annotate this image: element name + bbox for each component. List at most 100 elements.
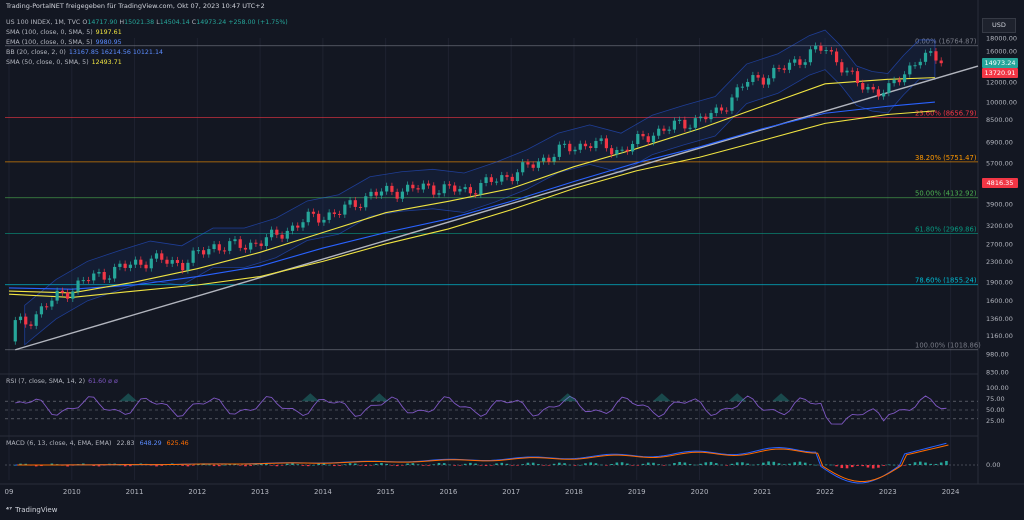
currency-button[interactable]: USD [982,18,1016,33]
candle-body [34,314,38,326]
macd-histogram-bar [704,462,708,465]
macd-histogram-bar [97,465,101,467]
candle-body [45,306,49,308]
candle [636,130,640,148]
macd-histogram-bar [254,464,258,465]
candle [902,71,907,86]
macd-histogram-bar [856,465,859,466]
candle-body [243,247,248,250]
macd-histogram-bar [814,464,817,466]
rsi-overbought-fill [301,393,320,402]
indicator-legend-ema100[interactable]: EMA (100, close, 0, SMA, 5) 9980.95 [6,39,122,46]
candle-body [840,62,844,73]
macd-histogram-bar [908,463,912,465]
candle-body [824,50,828,52]
candle-body [871,86,875,90]
candle [71,288,75,303]
candle-body [808,49,813,63]
macd-histogram-bar [327,464,331,466]
candle [589,142,593,152]
candle [908,62,912,78]
time-axis[interactable]: 09 2010 2011 2012 2013 2014 2015 2016 2017 2018 20… [5,488,961,496]
candle-body [228,241,232,251]
candle-body [610,148,614,155]
macd-histogram-bar [568,464,572,466]
macd-legend[interactable]: MACD (6, 13, close, 4, EMA, EMA) 22.83 6… [6,440,189,447]
candle [829,46,833,55]
candle [882,89,886,100]
candle [154,250,159,262]
candle-body [107,278,112,280]
candle [13,316,17,345]
indicator-legend-sma100[interactable]: SMA (100, close, 0, SMA, 5) 9197.61 [6,29,122,36]
candle [698,113,703,122]
tradingview-logo-icon: ⁴⁷ [6,506,13,514]
macd-histogram-bar [265,463,268,465]
candle-body [113,266,117,279]
time-tick-label: 2010 [63,488,81,496]
candle-body [709,113,713,120]
candle-body [18,316,23,321]
indicator-legend-sma50[interactable]: SMA (50, close, 0, SMA, 5) 12493.71 [6,59,122,66]
candle [568,140,572,155]
macd-histogram-bar [762,462,765,465]
candle-body [458,189,462,192]
candle [406,181,410,195]
candle-body [719,107,724,111]
rsi-overbought-fill [558,393,577,402]
candle [531,161,535,172]
candle [620,146,624,154]
macd-histogram-bar [432,464,436,465]
candle [400,188,404,203]
candle [730,94,734,115]
price-tick-label: 18000.00 [986,35,1017,43]
macd-histogram-bar [709,461,713,465]
candle-body [510,176,514,182]
indicator-legend-bb[interactable]: BB (20, close, 2, 0) 13167.85 16214.56 10… [6,49,163,56]
macd-histogram-bar [526,462,530,465]
candle [50,297,54,310]
candle-body [547,157,551,162]
candle-body [390,185,394,192]
candle [929,47,933,57]
candle-body [385,185,389,192]
candle-body [186,262,190,271]
candle-body [725,110,729,112]
macd-histogram-bar [40,465,43,467]
candle-body [479,182,483,195]
candle [766,75,771,88]
footer-brand[interactable]: ⁴⁷ TradingView [6,506,57,514]
macd-histogram-bar [217,465,221,467]
candle [358,203,363,211]
candle-body [437,193,441,195]
candle [756,71,760,81]
macd-histogram-bar [270,465,273,466]
candle [646,133,650,146]
time-tick-label: 2018 [565,488,583,496]
candle-body [81,280,85,282]
candle [39,303,44,318]
candle [573,146,577,155]
macd-histogram-bar [24,463,28,465]
candle [202,246,206,258]
candle-body [149,258,153,269]
candle-body [348,200,352,205]
trendline[interactable] [15,65,979,351]
symbol-legend[interactable]: US 100 INDEX, 1M, TVC O14717.90 H15021.3… [6,19,288,26]
macd-histogram-bar [149,465,153,466]
rsi-legend[interactable]: RSI (7, close, SMA, 14, 2) 61.60 ø ø [6,378,118,385]
last-price-tag: 14973.24 [982,58,1018,68]
candle [474,190,478,198]
macd-histogram-bar [280,465,284,466]
macd-histogram-bar [584,463,587,465]
macd-histogram-bar [495,463,498,465]
fibonacci-retracement[interactable]: 0.00% (16764.87) 23.60% (8656.79) 38.20% (… [5,38,981,351]
candle-body [317,213,321,223]
candle [746,78,750,90]
candle [521,158,525,176]
macd-histogram-bar [599,464,603,466]
candle-body [181,262,185,271]
price-tick-label: 3900.00 [986,201,1013,209]
candle-body [897,79,901,83]
